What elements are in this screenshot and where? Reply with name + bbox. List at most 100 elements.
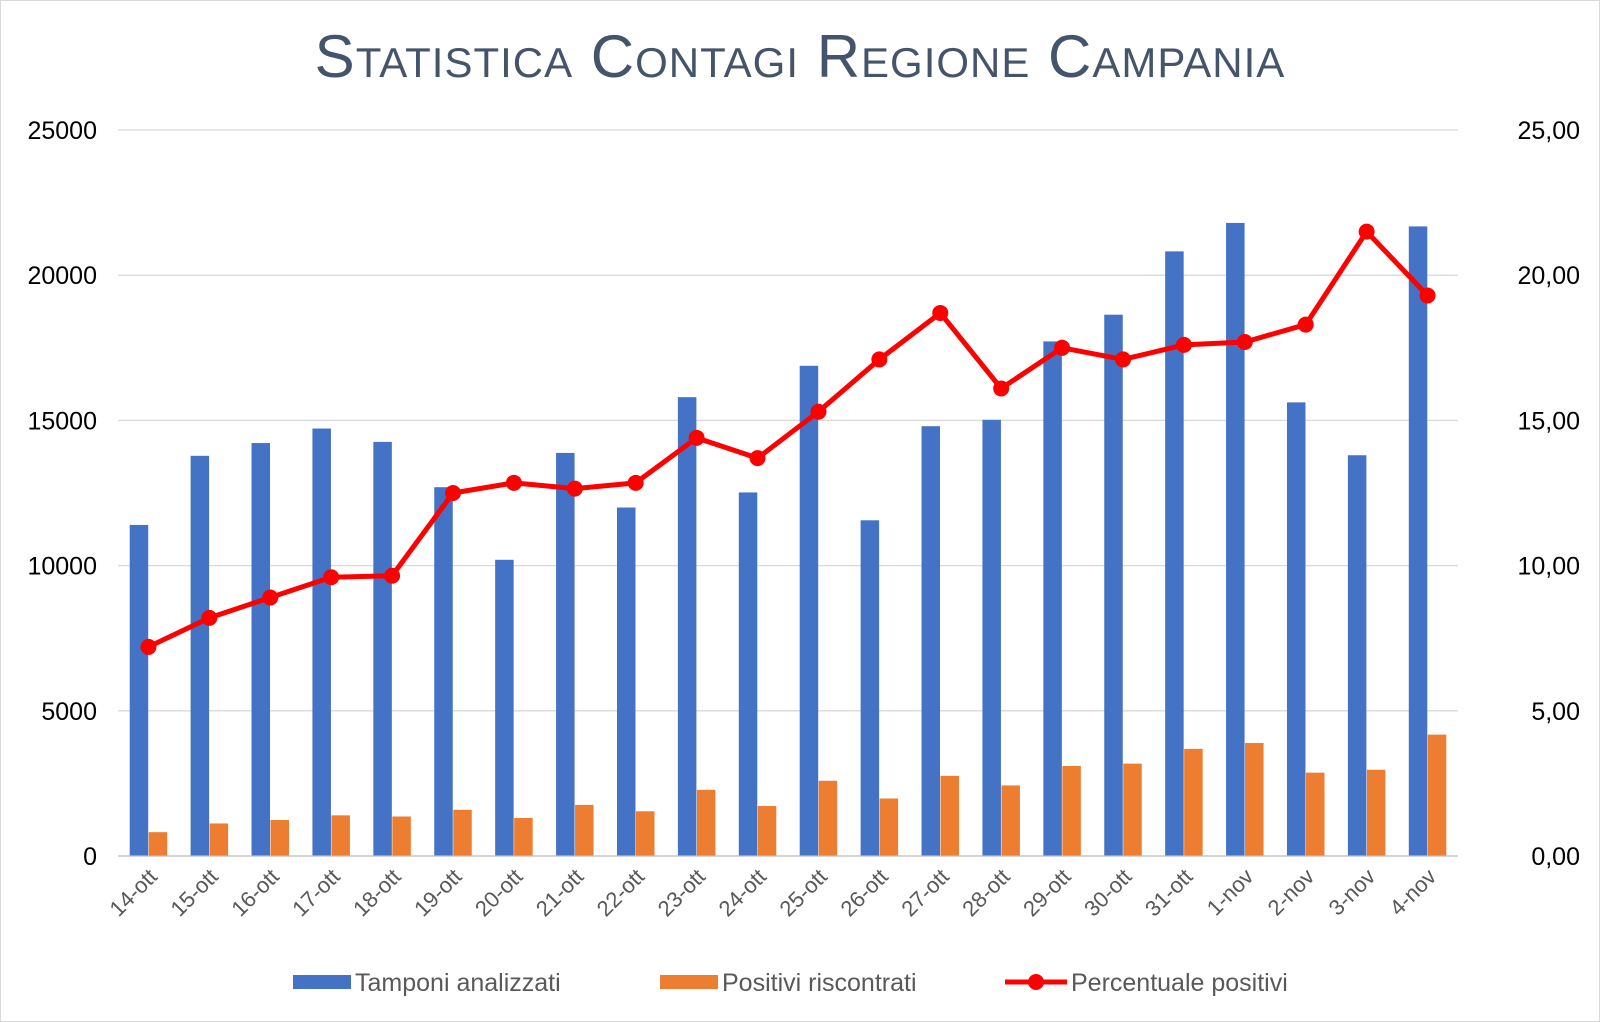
x-tick-label: 19-ott bbox=[409, 864, 466, 921]
y-tick-label: 20000 bbox=[27, 262, 97, 290]
bar-tamponi-analizzati bbox=[677, 397, 697, 856]
data-point bbox=[993, 380, 1010, 397]
bar-tamponi-analizzati bbox=[1043, 341, 1062, 856]
y-tick-label: 0 bbox=[83, 843, 97, 871]
x-tick-label: 28-ott bbox=[957, 864, 1014, 921]
x-tick-label: 31-ott bbox=[1140, 864, 1197, 921]
bar-positivi-riscontrati bbox=[453, 809, 472, 856]
bar-positivi-riscontrati bbox=[209, 823, 229, 856]
bar-tamponi-analizzati bbox=[921, 426, 941, 856]
x-tick-label: 1-nov bbox=[1202, 864, 1259, 921]
data-point bbox=[1358, 223, 1375, 240]
bar-positivi-riscontrati bbox=[270, 819, 290, 856]
x-tick-label: 20-ott bbox=[470, 864, 527, 921]
data-point bbox=[445, 485, 461, 501]
y2-tick-label: 15,00 bbox=[1517, 407, 1580, 435]
x-tick-label: 2-nov bbox=[1263, 864, 1320, 921]
x-tick-label: 16-ott bbox=[226, 864, 283, 921]
legend-label: Tamponi analizzati bbox=[355, 969, 561, 997]
bar-positivi-riscontrati bbox=[1123, 763, 1142, 856]
x-tick-label: 18-ott bbox=[348, 864, 405, 921]
bar-tamponi-analizzati bbox=[1165, 251, 1184, 856]
bar-positivi-riscontrati bbox=[392, 816, 411, 856]
legend-item: Tamponi analizzati bbox=[293, 969, 561, 997]
bar-positivi-riscontrati bbox=[1427, 734, 1447, 856]
x-tick-label: 30-ott bbox=[1079, 864, 1136, 921]
bar-tamponi-analizzati bbox=[799, 365, 819, 856]
legend-swatch bbox=[660, 975, 718, 989]
data-point bbox=[323, 569, 340, 586]
legend-item: Percentuale positivi bbox=[1005, 969, 1288, 997]
legend-marker bbox=[1028, 974, 1044, 990]
data-point bbox=[688, 429, 705, 446]
y-tick-label: 15000 bbox=[27, 407, 97, 435]
data-point bbox=[384, 567, 401, 584]
line-series bbox=[140, 223, 1436, 655]
legend-label: Percentuale positivi bbox=[1071, 969, 1288, 997]
bar-tamponi-analizzati bbox=[1286, 402, 1306, 856]
bar-positivi-riscontrati bbox=[940, 775, 960, 856]
y2-tick-label: 5,00 bbox=[1531, 698, 1580, 726]
bar-positivi-riscontrati bbox=[1366, 769, 1386, 856]
y-axis-left: 0 5000 10000 15000 20000 25000 bbox=[27, 117, 97, 871]
bar-tamponi-analizzati bbox=[190, 455, 210, 856]
bar-positivi-riscontrati bbox=[1062, 765, 1081, 856]
bar-positivi-riscontrati bbox=[818, 780, 838, 856]
x-tick-label: 22-ott bbox=[592, 864, 649, 921]
y-tick-label: 25000 bbox=[27, 117, 97, 145]
bar-positivi-riscontrati bbox=[635, 811, 655, 856]
x-tick-label: 25-ott bbox=[775, 864, 832, 921]
bar-tamponi-analizzati bbox=[1226, 222, 1245, 857]
data-point bbox=[201, 609, 218, 626]
data-point bbox=[1297, 316, 1314, 333]
x-tick-label: 23-ott bbox=[653, 864, 710, 921]
x-tick-label: 17-ott bbox=[287, 864, 344, 921]
legend: Tamponi analizzati Positivi riscontrati Pe… bbox=[293, 969, 1288, 997]
bars bbox=[129, 222, 1447, 857]
bar-tamponi-analizzati bbox=[495, 559, 514, 856]
bar-tamponi-analizzati bbox=[129, 524, 149, 856]
bar-tamponi-analizzati bbox=[982, 419, 1001, 856]
x-tick-label: 14-ott bbox=[105, 864, 162, 921]
bar-tamponi-analizzati bbox=[616, 507, 636, 856]
y2-tick-label: 10,00 bbox=[1517, 553, 1580, 581]
data-point bbox=[140, 638, 157, 655]
data-point bbox=[1115, 351, 1131, 368]
chart-title: Statistica Contagi Regione Campania bbox=[314, 23, 1286, 90]
y-tick-label: 10000 bbox=[27, 553, 97, 581]
data-point bbox=[1175, 336, 1192, 353]
data-point bbox=[810, 403, 827, 420]
bar-positivi-riscontrati bbox=[575, 804, 594, 856]
y-tick-label: 5000 bbox=[41, 698, 97, 726]
x-tick-label: 4-nov bbox=[1384, 864, 1441, 921]
x-tick-label: 27-ott bbox=[896, 864, 953, 921]
bar-positivi-riscontrati bbox=[514, 817, 533, 856]
bar-tamponi-analizzati bbox=[1347, 455, 1367, 856]
bar-tamponi-analizzati bbox=[860, 520, 880, 856]
x-tick-label: 3-nov bbox=[1324, 864, 1381, 921]
data-point bbox=[1419, 287, 1436, 304]
bar-tamponi-analizzati bbox=[373, 441, 392, 856]
legend-label: Positivi riscontrati bbox=[722, 969, 917, 997]
data-point bbox=[566, 480, 583, 497]
bar-positivi-riscontrati bbox=[1245, 743, 1264, 856]
y2-tick-label: 20,00 bbox=[1517, 262, 1580, 290]
data-point bbox=[1054, 339, 1071, 356]
bar-positivi-riscontrati bbox=[757, 806, 777, 856]
y2-tick-label: 25,00 bbox=[1517, 117, 1580, 145]
bar-positivi-riscontrati bbox=[696, 789, 716, 856]
legend-swatch bbox=[293, 975, 351, 989]
x-tick-label: 24-ott bbox=[714, 864, 771, 921]
x-tick-label: 26-ott bbox=[835, 864, 892, 921]
bar-tamponi-analizzati bbox=[434, 487, 453, 856]
bar-positivi-riscontrati bbox=[1184, 748, 1203, 856]
data-point bbox=[262, 589, 279, 606]
x-axis: 14-ott 15-ott 16-ott 17-ott 18-ott 19-ott 20-o… bbox=[105, 855, 1458, 921]
x-tick-label: 15-ott bbox=[165, 864, 222, 921]
bar-positivi-riscontrati bbox=[148, 832, 168, 856]
bar-positivi-riscontrati bbox=[1001, 785, 1020, 856]
bar-positivi-riscontrati bbox=[1305, 772, 1325, 856]
bar-tamponi-analizzati bbox=[1104, 314, 1123, 856]
y-axis-right: 0,00 5,00 10,00 15,00 20,00 25,00 bbox=[1517, 117, 1580, 871]
